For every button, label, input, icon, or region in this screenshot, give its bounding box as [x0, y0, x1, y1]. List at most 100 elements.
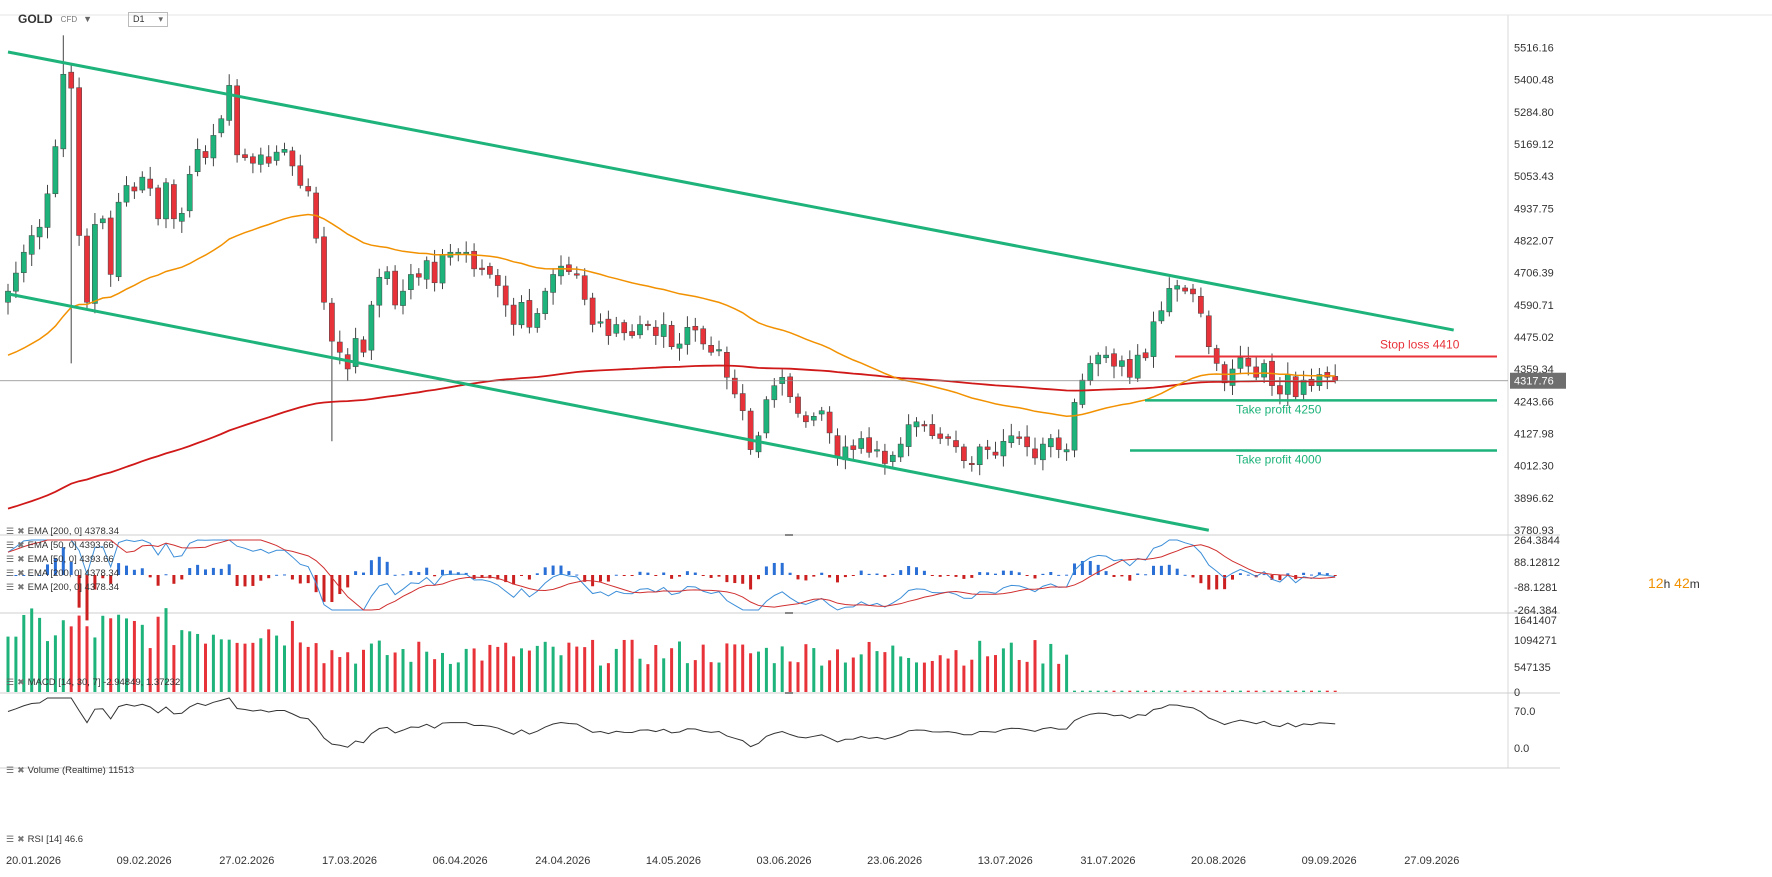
- candle-body: [273, 151, 280, 161]
- candle: [494, 268, 501, 298]
- macd-bar: [338, 575, 342, 595]
- volume-bar: [559, 655, 563, 692]
- candle-body: [834, 435, 841, 459]
- symbol-name[interactable]: GOLD: [18, 12, 53, 26]
- macd-bar: [1286, 573, 1290, 575]
- macd-bar: [828, 575, 832, 578]
- macd-bar: [654, 575, 658, 576]
- close-icon[interactable]: ✖: [17, 567, 25, 578]
- menu-icon[interactable]: ☰: [6, 764, 15, 775]
- macd-bar: [93, 575, 97, 590]
- close-icon[interactable]: ✖: [17, 525, 25, 536]
- candle: [1182, 284, 1188, 295]
- volume-bar: [978, 640, 982, 692]
- macd-bar: [1159, 565, 1163, 575]
- volume-bar: [622, 639, 626, 692]
- volume-bar: [733, 644, 737, 692]
- candle-body: [1142, 352, 1149, 359]
- close-icon[interactable]: ✖: [17, 764, 25, 775]
- volume-bar: [1025, 661, 1029, 692]
- macd-bar: [125, 565, 128, 575]
- x-tick-label: 14.05.2026: [646, 855, 701, 867]
- candle-body: [763, 399, 770, 434]
- menu-icon[interactable]: ☰: [6, 539, 15, 550]
- macd-tick-label: 264.3844: [1514, 535, 1560, 547]
- candle-body: [660, 324, 667, 337]
- menu-icon[interactable]: ☰: [6, 833, 15, 844]
- volume-legend: ☰ ✖ Volume (Realtime) 11513: [6, 763, 134, 777]
- candle-body: [526, 300, 533, 328]
- candle: [131, 182, 138, 199]
- close-icon[interactable]: ✖: [17, 676, 25, 687]
- candle: [1134, 344, 1141, 382]
- macd-bar: [1001, 570, 1005, 575]
- volume-bar: [1333, 690, 1337, 692]
- macd-bar: [496, 575, 500, 580]
- candle: [700, 325, 707, 350]
- y-tick-label: 5053.43: [1514, 171, 1554, 183]
- candle-body: [637, 324, 643, 336]
- pane-resize-handle: [785, 534, 793, 536]
- macd-bar: [543, 567, 547, 575]
- candle-body: [36, 226, 43, 238]
- y-tick-label: 4012.30: [1514, 461, 1554, 473]
- close-icon[interactable]: ✖: [17, 553, 25, 564]
- macd-bar: [1246, 574, 1250, 576]
- volume-bar: [1270, 690, 1274, 692]
- volume-bar: [211, 634, 215, 692]
- macd-bar: [362, 572, 365, 575]
- macd-bar: [1207, 575, 1211, 590]
- candle: [968, 456, 975, 472]
- candle-body: [573, 273, 580, 276]
- macd-bar: [1033, 575, 1037, 579]
- macd-bar: [448, 570, 452, 575]
- candle-body: [5, 290, 11, 303]
- menu-icon[interactable]: ☰: [6, 553, 15, 564]
- macd-bar: [14, 575, 18, 576]
- volume-bar: [535, 645, 539, 692]
- menu-icon[interactable]: ☰: [6, 676, 15, 687]
- macd-bar: [693, 572, 697, 575]
- legend-ema-4-label: EMA [200, 0] 4378.34: [27, 567, 119, 579]
- volume-bar: [425, 651, 429, 692]
- timeframe-select[interactable]: D1 ▾: [128, 11, 169, 27]
- take-profit-1-label: Take profit 4250: [1236, 402, 1322, 416]
- candle: [1032, 437, 1038, 465]
- y-tick-label: 4706.39: [1514, 268, 1554, 280]
- macd-bar: [551, 565, 555, 575]
- close-icon[interactable]: ✖: [17, 833, 25, 844]
- symbol-dropdown-icon[interactable]: ▼: [83, 14, 93, 24]
- candle-body: [360, 339, 367, 353]
- macd-bar: [1183, 574, 1187, 576]
- overlay-legend: ☰ ✖ EMA [200, 0] 4378.34 ☰ ✖ EMA [50, 0] 439…: [6, 524, 119, 594]
- macd-bar: [907, 565, 911, 575]
- close-icon[interactable]: ✖: [17, 581, 25, 592]
- volume-bar: [749, 653, 753, 692]
- macd-bar: [725, 575, 729, 583]
- candle-body: [866, 437, 872, 453]
- macd-bar: [69, 561, 73, 575]
- macd-bar: [204, 569, 207, 575]
- volume-bar: [1073, 690, 1076, 692]
- menu-icon[interactable]: ☰: [6, 567, 15, 578]
- candle: [99, 215, 106, 230]
- candle-body: [605, 318, 612, 336]
- volume-bar: [1286, 690, 1290, 692]
- volume-bar: [283, 645, 286, 692]
- menu-icon[interactable]: ☰: [6, 581, 15, 592]
- candle: [589, 292, 596, 333]
- candle-body: [700, 328, 707, 345]
- menu-icon[interactable]: ☰: [6, 525, 15, 536]
- macd-bar: [85, 575, 89, 621]
- close-icon[interactable]: ✖: [17, 539, 25, 550]
- volume-bar: [994, 655, 997, 692]
- volume-bar: [433, 659, 437, 692]
- macd-bar: [1080, 560, 1084, 575]
- candle: [28, 225, 35, 267]
- candle-body: [1332, 376, 1339, 381]
- candle-body: [1047, 438, 1054, 448]
- candle: [107, 210, 114, 287]
- macd-bar: [227, 564, 231, 575]
- macd-bar: [109, 575, 113, 584]
